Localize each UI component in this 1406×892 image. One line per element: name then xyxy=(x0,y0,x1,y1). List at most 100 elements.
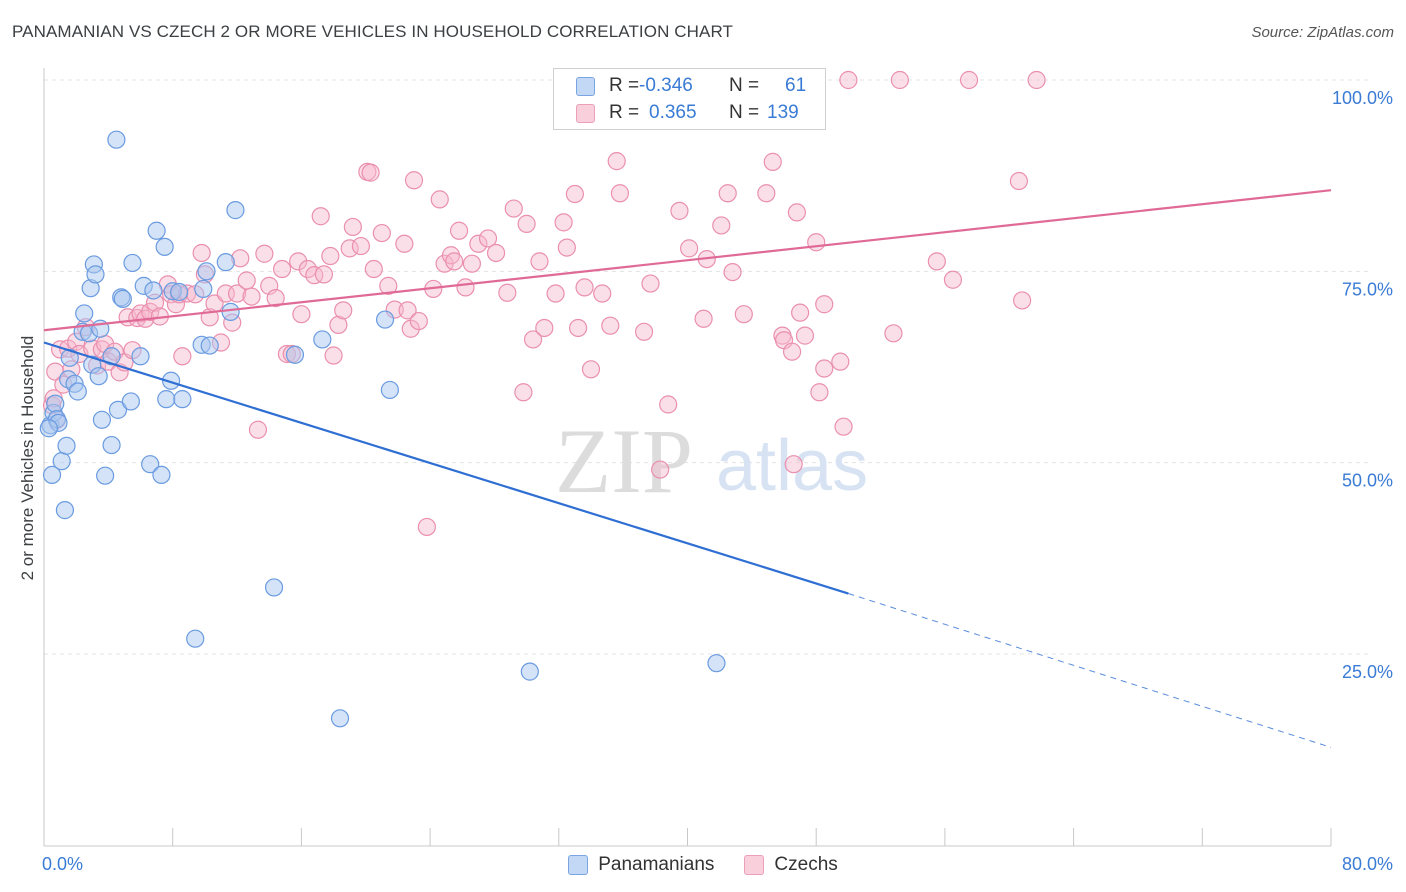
czech-point xyxy=(554,213,573,232)
series-legend: Panamanians Czechs xyxy=(0,852,1406,878)
panamanian-point xyxy=(200,336,219,355)
chart-source: Source: ZipAtlas.com xyxy=(1251,24,1394,41)
czechs-points xyxy=(42,70,1046,537)
czech-point xyxy=(575,278,594,297)
czech-point xyxy=(324,346,343,365)
panamanian-point xyxy=(264,578,284,597)
panamanian-point xyxy=(194,279,213,299)
panamanian-point xyxy=(42,465,62,485)
panamanian-point xyxy=(221,302,240,321)
czech-point xyxy=(237,271,256,290)
panamanian-point xyxy=(155,237,174,256)
panamanian-point xyxy=(96,466,115,485)
czech-point xyxy=(810,383,829,402)
czech-point xyxy=(292,305,311,324)
legend-n-label: N = xyxy=(729,75,760,96)
panamanian-point xyxy=(131,347,150,366)
czech-point xyxy=(565,184,584,204)
legend-n-value: 139 xyxy=(767,102,799,123)
panamanian-point xyxy=(226,201,245,220)
czech-point xyxy=(409,311,428,331)
czech-point xyxy=(1013,291,1032,310)
legend-r-label: R = xyxy=(609,75,640,96)
czech-point xyxy=(504,199,523,218)
x-tick-label: 0.0% xyxy=(42,854,83,874)
czech-point xyxy=(834,417,853,436)
y-tick-label: 25.0% xyxy=(1342,662,1393,682)
y-tick-label: 50.0% xyxy=(1342,471,1393,491)
panamanian-point xyxy=(113,289,132,308)
czech-point xyxy=(343,217,362,237)
czech-point xyxy=(486,243,506,263)
czech-point xyxy=(329,315,348,335)
panamanians-trend-extension xyxy=(848,593,1332,748)
czech-point xyxy=(782,342,802,361)
panamanian-point xyxy=(330,709,350,728)
czech-point xyxy=(523,330,543,349)
panamanian-point xyxy=(141,455,160,474)
czech-point xyxy=(718,184,737,203)
czech-point xyxy=(417,517,436,537)
correlation-legend: R = -0.346 N = 61 R = 0.365 N = 139 xyxy=(553,68,826,130)
czech-point xyxy=(890,70,909,90)
czech-point xyxy=(398,301,417,320)
czech-point xyxy=(517,214,536,233)
czech-point xyxy=(364,259,383,279)
czech-point xyxy=(670,201,689,220)
trend-lines xyxy=(43,189,1332,748)
czech-point xyxy=(763,152,782,171)
y-tick-label: 100.0% xyxy=(1332,88,1393,108)
panamanian-point xyxy=(186,629,205,648)
czech-point xyxy=(807,233,826,252)
panamanian-point xyxy=(313,330,332,349)
czech-point xyxy=(787,203,806,222)
panamanian-point xyxy=(89,367,108,386)
y-axis-title: 2 or more Vehicles in Household xyxy=(18,335,37,581)
czech-point xyxy=(430,190,449,209)
czech-point xyxy=(734,305,753,324)
czech-point xyxy=(272,259,292,279)
czech-point xyxy=(680,239,699,258)
series-swatch-blue xyxy=(568,855,589,875)
czech-point xyxy=(795,326,815,345)
grid-lines xyxy=(44,79,1371,655)
czech-point xyxy=(593,284,612,303)
czech-point xyxy=(839,70,858,90)
czech-point xyxy=(321,246,340,266)
panamanian-point xyxy=(520,662,539,681)
czech-point xyxy=(831,352,850,371)
czech-point xyxy=(141,302,160,321)
panamanian-point xyxy=(147,221,166,240)
czech-point xyxy=(641,274,660,293)
panamanian-point xyxy=(102,347,121,366)
czech-point xyxy=(449,221,469,240)
czech-point xyxy=(712,216,731,235)
czech-point xyxy=(289,252,308,271)
tick-labels: 25.0% 50.0% 75.0% 100.0% 0.0% 80.0% xyxy=(42,88,1393,874)
czech-point xyxy=(651,460,670,479)
panamanian-point xyxy=(157,390,176,409)
panamanian-point xyxy=(68,382,87,401)
czech-point xyxy=(255,244,274,263)
czech-point xyxy=(173,347,192,366)
panamanian-point xyxy=(108,400,128,419)
legend-r-value: -0.346 xyxy=(639,75,693,96)
panamanian-point xyxy=(55,501,75,520)
czech-point xyxy=(462,254,482,273)
panamanian-point xyxy=(161,371,181,390)
czech-point xyxy=(266,289,285,308)
panamanian-point xyxy=(707,654,726,673)
czech-point xyxy=(498,283,517,302)
panamanian-point xyxy=(121,392,140,411)
panamanian-point xyxy=(60,348,79,367)
panamanian-point xyxy=(123,253,142,273)
series-swatch-pink xyxy=(744,855,765,875)
czech-point xyxy=(757,184,776,203)
watermark-atlas: atlas xyxy=(716,426,868,506)
czech-point xyxy=(815,359,834,378)
czech-point xyxy=(535,318,554,338)
series-label-czechs: Czechs xyxy=(774,854,838,875)
czech-point xyxy=(379,276,398,295)
czech-point xyxy=(569,318,588,338)
panamanian-point xyxy=(86,265,105,284)
